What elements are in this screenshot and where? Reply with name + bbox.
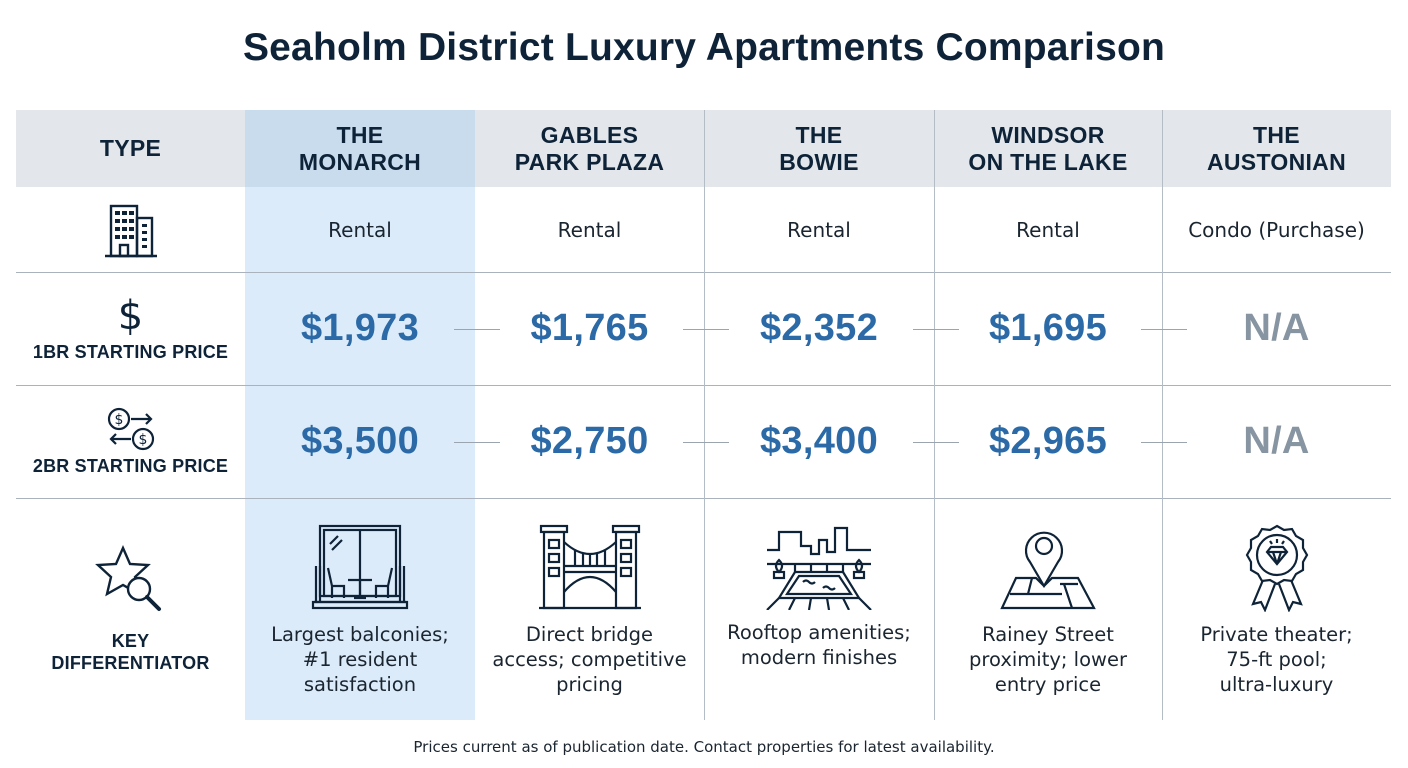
svg-text:$: $: [138, 432, 147, 448]
differentiator-cell: Direct bridge access; competitive pricin…: [475, 498, 704, 720]
text-line: ultra-luxury: [1219, 672, 1334, 696]
row-divider: [16, 272, 1391, 273]
price-cell-na: N/A: [1243, 420, 1310, 462]
type-cell: Rental: [328, 217, 392, 242]
differentiator-cell: Rainey Street proximity; lower entry pri…: [934, 498, 1162, 720]
text-line: #1 resident: [302, 647, 418, 671]
header-line: WINDSOR: [991, 121, 1105, 148]
text-line: access; competitive: [492, 647, 687, 671]
text-line: Largest balconies;: [271, 622, 449, 646]
connector-line: [683, 329, 729, 330]
header-windsor-on-the-lake: WINDSOR ON THE LAKE: [934, 110, 1162, 187]
text-line: pricing: [556, 672, 623, 696]
row-divider: [16, 498, 1391, 499]
price-cell: $1,695: [988, 307, 1108, 349]
differentiator-row-label: KEY DIFFERENTIATOR: [16, 498, 245, 720]
header-line: GABLES: [540, 121, 639, 148]
price-cell: $2,352: [759, 307, 879, 349]
column-divider: [704, 110, 705, 720]
header-line: ON THE LAKE: [968, 148, 1128, 175]
text-line: entry price: [994, 672, 1102, 696]
connector-line: [454, 442, 500, 443]
differentiator-cell: Rooftop amenities; modern finishes: [704, 498, 934, 720]
type-cell: Condo (Purchase): [1188, 217, 1365, 242]
differentiator-cell: Largest balconies; #1 resident satisfact…: [245, 498, 475, 720]
header-the-monarch: THE MONARCH: [245, 110, 475, 187]
text-line: 75-ft pool;: [1226, 647, 1327, 671]
differentiator-text: Largest balconies; #1 resident satisfact…: [271, 622, 449, 697]
price-cell: $3,400: [759, 420, 879, 462]
differentiator-text: Rooftop amenities; modern finishes: [727, 620, 911, 670]
text-line: Rooftop amenities;: [727, 621, 911, 644]
header-line: THE: [1253, 121, 1300, 148]
connector-line: [454, 329, 500, 330]
connector-line: [683, 442, 729, 443]
row-label: KEY: [111, 631, 150, 651]
header-line: BOWIE: [779, 148, 859, 175]
text-line: Rainey Street: [982, 622, 1114, 646]
price-cell-na: N/A: [1243, 307, 1310, 349]
price-cell: $2,750: [530, 420, 649, 462]
price-1br-row-label: $ 1BR STARTING PRICE: [16, 272, 245, 385]
row-label: 2BR STARTING PRICE: [32, 456, 229, 476]
text-line: Private theater;: [1200, 622, 1353, 646]
type-cell: Rental: [1016, 217, 1080, 242]
price-cell: $3,500: [300, 420, 420, 462]
header-the-bowie: THE BOWIE: [704, 110, 934, 187]
header-line: THE: [795, 121, 843, 148]
row-label: DIFFERENTIATOR: [51, 653, 210, 673]
header-gables-park-plaza: GABLES PARK PLAZA: [475, 110, 704, 187]
connector-line: [1141, 329, 1187, 330]
highlighted-header: [245, 110, 475, 187]
dollar-icon: $: [117, 293, 144, 339]
row-divider: [16, 385, 1391, 386]
connector-line: [913, 442, 959, 443]
text-line: Direct bridge: [525, 622, 654, 646]
row-label: 1BR STARTING PRICE: [32, 342, 229, 362]
balcony-icon: [311, 524, 409, 609]
type-cell: Rental: [557, 217, 622, 242]
diamond-award-icon: [1245, 524, 1308, 612]
highlighted-column: [245, 110, 475, 720]
rooftop-pool-icon: [766, 526, 872, 610]
connector-line: [1141, 442, 1187, 443]
price-2br-row-label: $ $ 2BR STARTING PRICE: [16, 385, 245, 498]
header-the-austonian: THE AUSTONIAN: [1162, 110, 1391, 187]
differentiator-cell: Private theater; 75-ft pool; ultra-luxur…: [1162, 498, 1391, 720]
differentiator-text: Direct bridge access; competitive pricin…: [492, 622, 686, 697]
star-search-icon: [94, 545, 161, 611]
bridge-icon: [538, 524, 641, 609]
type-cell: Rental: [787, 217, 851, 242]
header-line: THE: [336, 121, 384, 148]
price-cell: $1,765: [530, 307, 649, 349]
text-line: satisfaction: [303, 672, 417, 696]
text-line: proximity; lower: [969, 647, 1127, 671]
column-divider: [1162, 110, 1163, 720]
currency-exchange-icon: $ $: [107, 407, 154, 451]
header-line: PARK PLAZA: [514, 148, 665, 175]
svg-text:$: $: [114, 412, 123, 428]
column-divider: [934, 110, 935, 720]
price-cell: $1,973: [300, 307, 420, 349]
differentiator-text: Rainey Street proximity; lower entry pri…: [969, 622, 1127, 697]
header-line: AUSTONIAN: [1206, 148, 1346, 175]
footer-note: Prices current as of publication date. C…: [413, 738, 995, 756]
price-cell: $2,965: [988, 420, 1108, 462]
map-pin-icon: [1000, 531, 1096, 609]
connector-line: [913, 329, 959, 330]
type-row-label: [16, 187, 245, 272]
differentiator-text: Private theater; 75-ft pool; ultra-luxur…: [1200, 622, 1352, 697]
comparison-table: TYPE THE MONARCH GABLES PARK PLAZA THE B…: [16, 110, 1391, 722]
header-type: TYPE: [99, 135, 162, 161]
text-line: modern finishes: [740, 646, 898, 669]
building-icon: [104, 204, 157, 257]
page-title: Seaholm District Luxury Apartments Compa…: [242, 26, 1166, 69]
header-line: MONARCH: [298, 148, 422, 175]
